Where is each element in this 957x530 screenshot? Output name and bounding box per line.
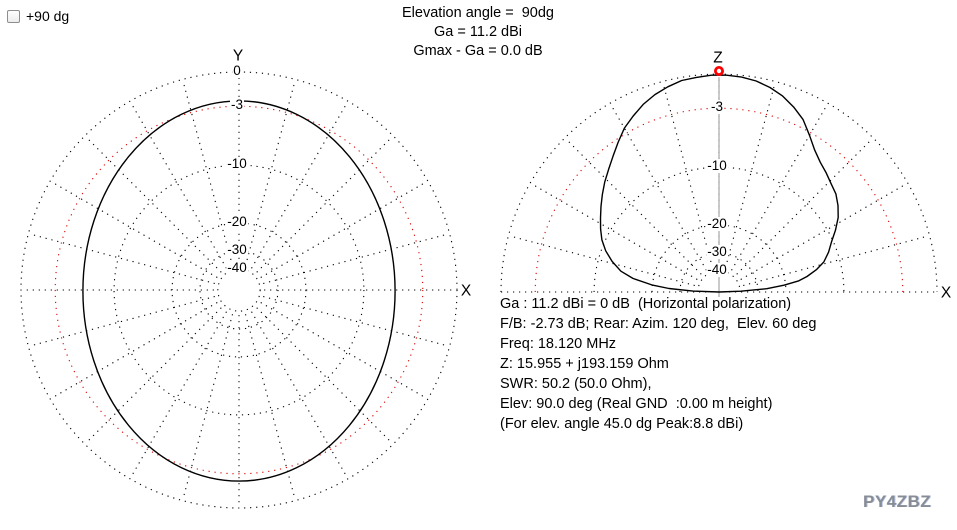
grid-spoke: [610, 104, 707, 271]
grid-spoke: [30, 233, 215, 285]
db-ring: [217, 268, 261, 312]
ring-label: -40: [706, 261, 728, 277]
ga-text: Ga = 11.2 dBi: [434, 24, 522, 40]
ring-label: 0: [232, 63, 242, 78]
elevation-angle-text: Elevation angle = 90dg: [402, 5, 554, 21]
header-info: Elevation angle = 90dg Ga = 11.2 dBi Gma…: [308, 4, 648, 61]
grid-spoke: [566, 139, 702, 275]
grid-spoke: [256, 137, 392, 273]
ring-label: -30: [226, 241, 248, 257]
py4zbz-logo: PY4ZBZ: [863, 492, 932, 511]
peak-gain-text: (For elev. angle 45.0 dg Peak:8.8 dBi): [500, 416, 744, 432]
elevation-gnd-text: Elev: 90.0 deg (Real GND :0.00 m height): [500, 396, 773, 412]
grid-spoke: [182, 314, 234, 499]
axis-label-top: Z: [712, 49, 724, 67]
grid-spoke: [51, 181, 218, 278]
ring-label: -3: [229, 97, 245, 113]
grid-spoke: [662, 83, 714, 268]
swr-text: SWR: 50.2 (50.0 Ohm),: [500, 376, 652, 392]
db-ring: [651, 224, 787, 293]
ring-label: -40: [226, 259, 248, 275]
grid-spoke: [256, 307, 392, 443]
gmax-diff-text: Gmax - Ga = 0.0 dB: [413, 43, 543, 59]
ring-label: -10: [226, 156, 248, 172]
grid-spoke: [244, 81, 296, 266]
frequency-text: Freq: 18.120 MHz: [500, 336, 617, 352]
axis-label-right: X: [939, 284, 953, 302]
db-ring: [54, 105, 424, 475]
grid-spoke: [736, 139, 872, 275]
grid-spoke: [86, 307, 222, 443]
radiation-pattern-curve: [599, 74, 839, 293]
grid-spoke: [251, 311, 348, 478]
ring-label: -20: [706, 216, 728, 232]
grid-spoke: [260, 181, 427, 278]
grid-spoke: [260, 302, 427, 399]
grid-spoke: [263, 295, 448, 347]
plus90-checkbox[interactable]: [7, 9, 20, 23]
axis-label-top: Y: [231, 47, 245, 65]
grid-spoke: [743, 235, 928, 287]
grid-spoke: [724, 83, 776, 268]
grid-spoke: [51, 302, 218, 399]
db-ring: [113, 164, 365, 416]
gain-polarization-text: Ga : 11.2 dBi = 0 dB (Horizontal polariz…: [500, 296, 792, 312]
front-back-text: F/B: -2.73 dB; Rear: Azim. 120 deg, Elev…: [500, 316, 817, 332]
ring-label: -20: [226, 214, 248, 230]
db-ring: [171, 222, 307, 358]
grid-spoke: [130, 102, 227, 269]
axis-label-right: X: [459, 282, 473, 300]
grid-spoke: [740, 183, 907, 280]
plus90-label: +90 dg: [26, 8, 70, 24]
grid-spoke: [130, 311, 227, 478]
grid-spoke: [30, 295, 215, 347]
grid-spoke: [244, 314, 296, 499]
grid-spoke: [251, 102, 348, 269]
result-info-panel: Ga : 11.2 dBi = 0 dB (Horizontal polariz…: [500, 294, 817, 434]
ring-label: -10: [706, 158, 728, 174]
db-ring: [199, 250, 279, 330]
ring-label: -3: [709, 99, 725, 115]
ring-label: -30: [706, 243, 728, 259]
grid-spoke: [86, 137, 222, 273]
gain-marker: [714, 66, 725, 77]
impedance-text: Z: 15.955 + j193.159 Ohm: [500, 356, 669, 372]
plus90-control: +90 dg: [7, 8, 69, 24]
grid-spoke: [731, 104, 828, 271]
